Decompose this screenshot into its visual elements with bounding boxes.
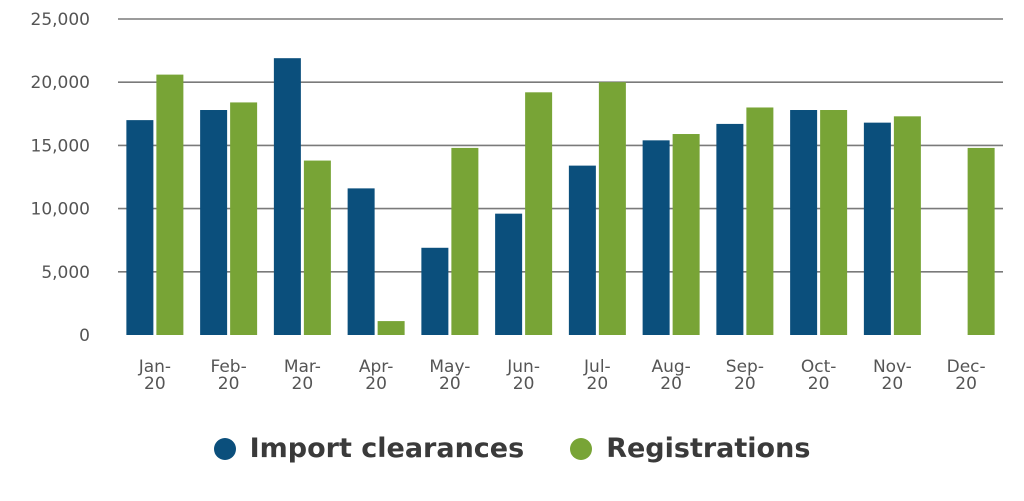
y-tick-label: 20,000 xyxy=(31,73,90,93)
bars xyxy=(126,58,995,336)
bar-import-clearances xyxy=(642,140,670,335)
bar-registrations xyxy=(525,92,553,335)
y-axis-ticks: 0 5,000 10,000 15,000 20,000 25,000 xyxy=(31,10,90,346)
x-tick-label: Mar-20 xyxy=(284,357,321,394)
bar-import-clearances xyxy=(273,58,301,336)
x-tick-label: Nov-20 xyxy=(873,357,912,394)
legend-label-import-clearances: Import clearances xyxy=(249,433,525,464)
x-axis-ticks: Jan-20 Feb-20 Mar-20 Apr-20 May-20 Jun-20 Jul-… xyxy=(138,357,986,394)
x-tick-label: Dec-20 xyxy=(947,357,986,394)
y-tick-label: 5,000 xyxy=(41,263,90,283)
x-tick-label: Feb-20 xyxy=(211,357,247,394)
bar-registrations xyxy=(156,74,184,335)
bar-registrations xyxy=(598,82,626,335)
bar-registrations xyxy=(672,134,700,335)
x-tick-label: Aug-20 xyxy=(651,357,690,394)
gridlines xyxy=(118,18,1003,273)
bar-registrations xyxy=(230,102,258,335)
bar-import-clearances xyxy=(126,120,154,336)
bar-import-clearances xyxy=(421,247,449,335)
y-tick-label: 0 xyxy=(79,326,90,346)
bar-import-clearances xyxy=(863,122,891,335)
x-tick-label: Oct-20 xyxy=(801,357,837,394)
legend-item-import-clearances: Import clearances xyxy=(213,433,525,464)
y-tick-label: 10,000 xyxy=(31,200,90,220)
bar-chart: 0 5,000 10,000 15,000 20,000 25,000 Jan-20 Feb… xyxy=(31,10,1003,394)
bar-import-clearances xyxy=(347,188,375,335)
bar-registrations xyxy=(820,110,848,336)
y-tick-label: 25,000 xyxy=(31,10,90,30)
legend-label-registrations: Registrations xyxy=(606,433,811,464)
bar-import-clearances xyxy=(200,110,228,336)
bar-import-clearances xyxy=(790,110,818,336)
bar-registrations xyxy=(377,321,405,335)
bar-registrations xyxy=(893,116,921,335)
bar-registrations xyxy=(303,160,331,335)
bar-registrations xyxy=(746,107,774,335)
legend-item-registrations: Registrations xyxy=(570,433,810,464)
bar-registrations xyxy=(967,147,995,335)
x-tick-label: Jul-20 xyxy=(583,357,611,394)
y-tick-label: 15,000 xyxy=(31,136,90,156)
x-tick-label: Jan-20 xyxy=(138,357,171,394)
x-tick-label: Apr-20 xyxy=(359,357,393,394)
legend: Import clearances Registrations xyxy=(0,433,1024,464)
x-tick-label: May-20 xyxy=(429,357,470,394)
x-tick-label: Jun-20 xyxy=(506,357,540,394)
legend-swatch-import-clearances xyxy=(213,437,236,460)
bar-registrations xyxy=(451,147,479,335)
x-tick-label: Sep-20 xyxy=(726,357,764,394)
bar-import-clearances xyxy=(716,123,744,335)
legend-swatch-registrations xyxy=(570,437,593,460)
bar-import-clearances xyxy=(495,213,523,335)
bar-import-clearances xyxy=(568,165,596,335)
